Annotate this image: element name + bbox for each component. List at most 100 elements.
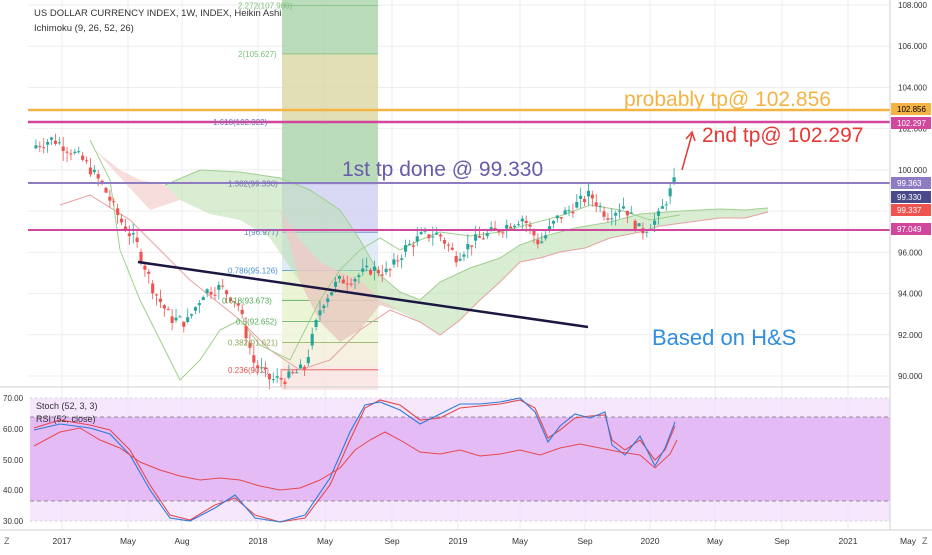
candle xyxy=(252,345,256,372)
candle xyxy=(151,279,155,300)
candle xyxy=(442,237,447,249)
candle xyxy=(598,202,602,213)
candle xyxy=(178,314,182,318)
candle xyxy=(190,313,194,319)
candle xyxy=(213,286,217,300)
zoom-icon-right[interactable]: Z xyxy=(922,536,928,546)
candle xyxy=(392,253,396,269)
candle xyxy=(147,269,151,284)
candle xyxy=(590,190,594,207)
stoch-k-line[interactable] xyxy=(33,397,676,523)
osc-left-tick: 60.00 xyxy=(3,425,24,434)
time-label: 2021 xyxy=(839,536,858,546)
candle xyxy=(435,227,439,236)
candle xyxy=(520,215,524,230)
candle xyxy=(310,327,314,350)
candle xyxy=(668,182,672,205)
candle xyxy=(341,275,345,284)
time-label: May xyxy=(707,536,724,546)
chart-title: US DOLLAR CURRENCY INDEX, 1W, INDEX, Hei… xyxy=(34,8,281,19)
candle xyxy=(256,360,260,376)
candle xyxy=(232,300,236,308)
candle xyxy=(540,232,544,244)
candle xyxy=(614,210,618,226)
candle xyxy=(466,234,470,259)
candle xyxy=(365,257,369,272)
time-label: May xyxy=(120,536,137,546)
candle xyxy=(38,141,42,153)
candle xyxy=(361,258,365,276)
candle xyxy=(501,229,505,238)
zoom-icon-left[interactable]: Z xyxy=(4,536,10,546)
candle xyxy=(225,289,229,304)
svg-text:102.297: 102.297 xyxy=(897,119,926,128)
candle xyxy=(664,201,668,211)
candle xyxy=(127,225,131,245)
candle xyxy=(353,276,357,289)
rsi-label: RSI (52, close) xyxy=(36,414,96,424)
fib-label: 0.382(91.621) xyxy=(228,339,278,348)
price-tick-label: 106.000 xyxy=(898,42,927,51)
fib-label: 1(96.977) xyxy=(244,228,279,237)
first-tp-label[interactable]: 1st tp done @ 99.330 xyxy=(342,158,543,181)
time-label: Sep xyxy=(577,536,592,546)
candle xyxy=(279,368,283,388)
price-axis[interactable]: 108.000106.000104.000102.000100.00098.00… xyxy=(889,0,932,530)
candle xyxy=(458,252,462,262)
probably-tp-label[interactable]: probably tp@ 102.856 xyxy=(624,88,831,111)
candle xyxy=(629,205,633,214)
candle xyxy=(275,368,279,383)
candle xyxy=(454,251,458,268)
candle xyxy=(618,203,622,219)
candle xyxy=(407,239,412,246)
candle xyxy=(77,146,81,154)
price-tick-label: 92.000 xyxy=(898,331,923,340)
candle xyxy=(182,321,186,333)
candle xyxy=(108,189,112,208)
candle xyxy=(610,208,614,226)
target-lines xyxy=(28,108,890,231)
candle xyxy=(625,210,629,224)
time-label: Sep xyxy=(384,536,399,546)
candle xyxy=(263,361,268,378)
candle xyxy=(602,206,606,221)
candle xyxy=(322,303,326,314)
candle xyxy=(505,219,509,239)
time-label: 2019 xyxy=(449,536,468,546)
candle xyxy=(116,203,120,224)
rsi-line[interactable] xyxy=(33,427,678,491)
pattern-label[interactable]: Based on H&S xyxy=(652,325,796,350)
candle xyxy=(388,267,392,278)
svg-text:99.363: 99.363 xyxy=(897,179,922,188)
candle xyxy=(637,223,641,227)
candle xyxy=(49,136,54,145)
candle xyxy=(653,213,657,233)
candle xyxy=(536,233,540,249)
candle xyxy=(120,214,124,226)
neckline[interactable] xyxy=(137,260,589,329)
time-axis[interactable]: 2017 May Aug 2018 May Sep 2019 May Sep 2020 May Sep… xyxy=(0,529,932,546)
candle xyxy=(660,198,664,209)
candle xyxy=(135,231,139,248)
candle xyxy=(551,219,555,229)
candle xyxy=(555,214,559,223)
candle xyxy=(287,364,291,380)
candle xyxy=(88,157,92,177)
price-badge: 99.337 xyxy=(891,204,931,216)
candle xyxy=(380,264,384,282)
price-tick-label: 90.000 xyxy=(898,372,923,381)
candle xyxy=(69,149,73,161)
candle xyxy=(384,261,388,276)
price-badge: 99.330 xyxy=(891,191,931,203)
svg-text:99.337: 99.337 xyxy=(897,206,922,215)
candle xyxy=(155,293,159,306)
osc-left-tick: 40.00 xyxy=(3,486,24,495)
candle xyxy=(481,232,485,240)
candle xyxy=(166,306,170,311)
price-badge: 102.856 xyxy=(891,103,931,115)
price-badge: 97.049 xyxy=(891,223,931,235)
arrow-icon xyxy=(681,133,693,171)
second-tp-label[interactable]: 2nd tp@ 102.297 xyxy=(702,124,863,147)
candle xyxy=(586,183,590,206)
